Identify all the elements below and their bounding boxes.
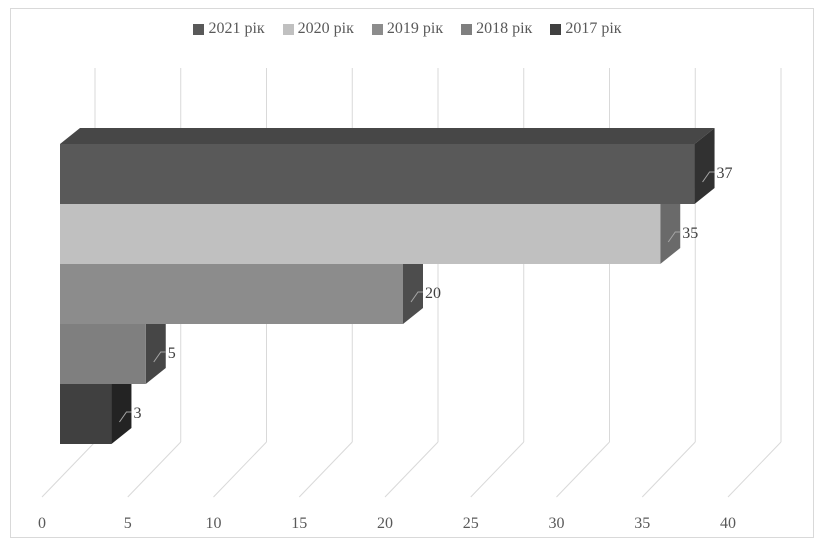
x-tick-label: 25 (463, 515, 479, 532)
x-tick-label: 15 (291, 515, 307, 532)
floor-gridline (384, 441, 439, 498)
x-tick-label: 10 (206, 515, 222, 532)
legend-item-2021: 2021 рік (193, 20, 265, 38)
legend-label-2017: 2017 рік (565, 20, 622, 37)
data-label-leader (153, 351, 166, 363)
data-label: 35 (682, 225, 698, 242)
x-tick-label: 40 (720, 515, 736, 532)
x-tick-label: 0 (38, 515, 46, 532)
bar-side-face (660, 188, 681, 264)
legend-item-2020: 2020 рік (282, 20, 354, 38)
data-label: 5 (168, 345, 176, 362)
data-label: 20 (425, 285, 441, 302)
data-label-leader (667, 231, 681, 243)
legend-swatch-2017 (550, 23, 562, 35)
floor-gridline (213, 441, 267, 498)
bar-side-face (111, 368, 132, 444)
bar-side-face (694, 128, 715, 204)
x-tick-label: 35 (634, 515, 650, 532)
bar-side-face (145, 308, 166, 384)
floor-gridline (298, 441, 353, 498)
legend-item-2018: 2018 рік (461, 20, 532, 38)
bar-front-face (60, 264, 403, 324)
floor-gridline (641, 441, 696, 498)
floor-gridline (127, 441, 182, 498)
legend-swatch-2018 (461, 23, 473, 35)
bar-side-face (403, 248, 423, 324)
data-label-leader (119, 411, 132, 423)
data-label-leader (702, 171, 715, 183)
floor-gridline (470, 441, 525, 498)
legend-item-2017: 2017 рік (550, 20, 622, 38)
legend-swatch-2019 (371, 23, 383, 35)
legend-item-2019: 2019 рік (371, 20, 444, 38)
bar-top-face (60, 128, 715, 144)
x-tick-label: 20 (377, 515, 393, 532)
x-tick-label: 30 (549, 515, 565, 532)
bar-front-face (60, 204, 661, 264)
legend: 2021 рік 2020 рік 2019 рік 2018 рік 2017… (0, 20, 815, 38)
legend-label-2018: 2018 рік (476, 20, 533, 37)
bar-front-face (60, 324, 146, 384)
legend-label-2019: 2019 рік (386, 20, 444, 37)
bar-front-face (60, 384, 112, 444)
data-label: 37 (717, 165, 733, 182)
legend-label-2021: 2021 рік (208, 20, 265, 37)
legend-swatch-2021 (193, 23, 205, 35)
floor-gridline (556, 441, 610, 498)
floor-gridline (727, 441, 782, 498)
x-tick-label: 5 (124, 515, 132, 532)
bar-front-face (60, 144, 695, 204)
data-label: 3 (133, 405, 141, 422)
data-label-leader (410, 291, 423, 303)
legend-swatch-2020 (282, 23, 294, 35)
floor-gridline (41, 441, 96, 498)
legend-label-2020: 2020 рік (297, 20, 354, 37)
